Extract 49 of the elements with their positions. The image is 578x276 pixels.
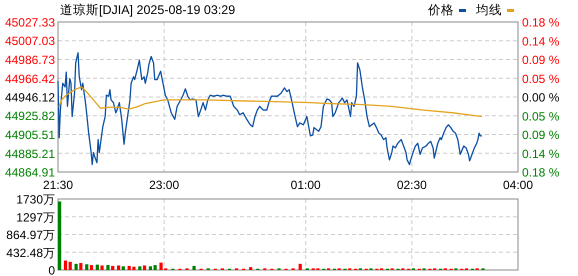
bar	[298, 264, 302, 270]
x-tick-label: 02:30	[396, 178, 428, 192]
x-tick-label: 04:00	[502, 178, 534, 192]
x-tick-label: 23:00	[149, 178, 180, 192]
y-tick-label: 44864.91	[4, 166, 56, 180]
y2-tick-label: 0.09 %	[522, 128, 560, 142]
bar	[96, 264, 99, 270]
chart-title: 道琼斯[DJIA] 2025-08-19 03:29	[60, 2, 236, 17]
legend-label: 均线	[475, 3, 502, 17]
bar	[74, 264, 78, 270]
x-tick-label: 01:00	[290, 178, 322, 192]
bar	[100, 265, 104, 270]
bar	[79, 263, 82, 270]
y2-tick-label: 0.14 %	[522, 146, 560, 161]
bar	[249, 267, 252, 270]
y2-tick-label: 0.05 %	[522, 72, 560, 86]
y-tick-label: 45007.03	[4, 34, 56, 48]
y2-tick-label: 0.18 %	[522, 166, 560, 180]
bar	[122, 266, 125, 270]
bar	[142, 265, 146, 270]
bar	[116, 265, 120, 270]
y-tick-label: 44946.12	[4, 90, 56, 104]
y2-tick-label: 0.00 %	[522, 90, 560, 104]
bar	[85, 264, 88, 270]
bar	[111, 266, 114, 270]
y-tick-label: 44905.51	[4, 128, 56, 142]
y-tick-label: 44925.82	[4, 109, 56, 124]
line-series	[57, 52, 482, 166]
y-tick-label: 44966.42	[4, 72, 56, 86]
legend-label: 价格	[427, 3, 454, 17]
bar	[90, 265, 94, 270]
y-tick-label: 1730万	[16, 192, 55, 206]
y-tick-label: 44986.73	[4, 52, 56, 67]
y-tick-label: 432.48万	[6, 246, 55, 260]
y2-tick-label: 0.18 %	[522, 16, 560, 30]
y2-tick-label: 0.05 %	[522, 109, 560, 124]
bar	[58, 201, 62, 270]
bar	[138, 266, 142, 270]
line-series	[58, 86, 482, 118]
y-tick-label: 44885.21	[4, 146, 56, 161]
y2-tick-label: 0.09 %	[522, 53, 560, 67]
y-tick-label: 45027.33	[4, 16, 56, 30]
y-tick-label: 1297万	[16, 210, 55, 224]
y-tick-label: 864.97万	[6, 228, 55, 242]
bar	[192, 266, 196, 270]
y-tick-label: 0	[48, 264, 56, 276]
x-tick-label: 21:30	[42, 178, 74, 192]
y2-tick-label: 0.14 %	[522, 34, 560, 48]
bar	[106, 265, 110, 270]
